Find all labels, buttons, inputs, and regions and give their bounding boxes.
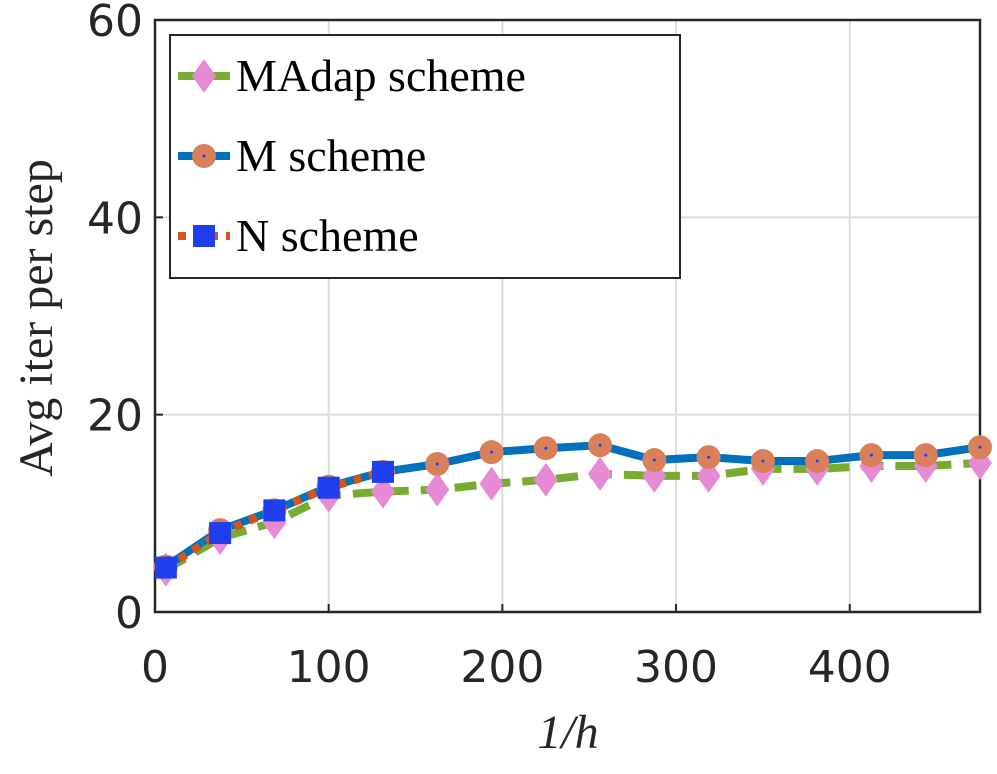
marker-dot [435,462,439,466]
legend-box [169,34,681,279]
x-tick-label: 100 [287,642,371,693]
x-tick-label: 0 [141,642,169,693]
legend: MAdap scheme M scheme N scheme [169,34,681,279]
marker-dot [815,459,819,463]
marker [263,499,286,522]
x-tick-label: 300 [634,642,718,693]
legend-label: MAdap scheme [236,50,526,101]
marker [371,460,394,483]
marker [533,462,558,497]
marker-dot [869,453,873,457]
marker-dot [652,458,656,462]
marker [209,522,232,545]
marker-dot [761,459,765,463]
marker [192,59,216,93]
plot-frame [153,18,982,614]
marker-dot [978,445,982,449]
y-tick-label: 60 [87,0,143,47]
marker-dot [202,154,206,158]
y-tick-label: 40 [87,193,143,244]
marker [370,474,395,509]
x-tick-label: 200 [460,642,544,693]
marker [317,476,340,499]
series-line [163,459,981,574]
y-tick-label: 20 [87,391,143,442]
legend-label: N scheme [236,210,419,261]
marker [154,556,177,579]
marker [479,466,504,501]
marker [193,225,215,247]
marker-dot [707,455,711,459]
legend-label: M scheme [236,130,426,181]
marker [425,472,450,507]
marker-dot [598,443,602,447]
x-tick-label: 400 [808,642,892,693]
series-line [163,441,981,570]
y-tick-label: 0 [115,588,143,639]
marker [588,456,613,491]
marker-dot [490,450,494,454]
y-axis-label: Avg iter per step [10,159,63,477]
marker-dot [924,453,928,457]
x-axis-label: 1/h [537,706,598,759]
marker-dot [544,446,548,450]
